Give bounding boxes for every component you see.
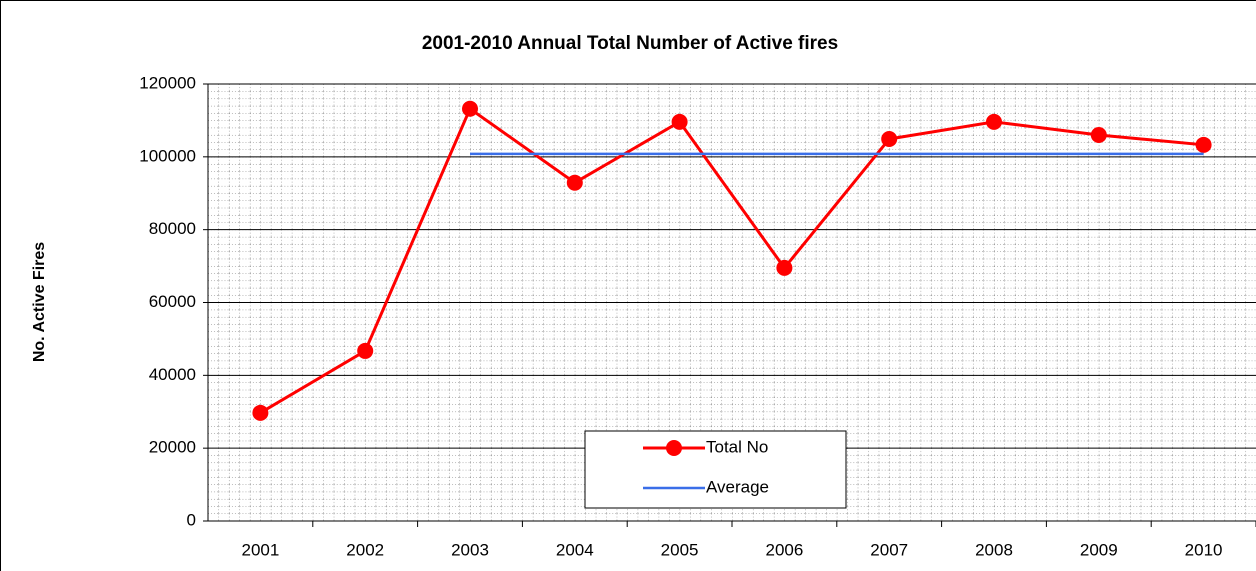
marker [357, 342, 374, 359]
x-tick-label: 2008 [975, 540, 1013, 559]
x-tick-label: 2005 [661, 540, 699, 559]
x-tick-label: 2004 [556, 540, 594, 559]
legend-label: Average [706, 477, 769, 496]
x-tick-label: 2001 [241, 540, 279, 559]
legend-marker [666, 440, 682, 456]
legend-label: Total No [706, 437, 768, 456]
y-axis-label: No. Active Fires [31, 242, 48, 362]
y-tick-label: 60000 [149, 292, 196, 311]
marker [1195, 136, 1212, 153]
y-tick-label: 80000 [149, 219, 196, 238]
y-tick-label: 40000 [149, 365, 196, 384]
y-tick-label: 20000 [149, 438, 196, 457]
x-tick-label: 2002 [346, 540, 384, 559]
marker [566, 174, 583, 191]
x-tick-label: 2010 [1185, 540, 1223, 559]
y-tick-label: 120000 [139, 73, 196, 92]
legend-box [584, 430, 847, 509]
x-tick-label: 2006 [765, 540, 803, 559]
marker [881, 130, 898, 147]
x-tick-label: 2003 [451, 540, 489, 559]
marker [671, 113, 688, 130]
marker [252, 404, 269, 421]
series-line [259, 106, 1204, 415]
marker [462, 100, 478, 117]
y-tick-label: 0 [187, 510, 196, 529]
marker [1090, 126, 1107, 143]
x-tick-label: 2009 [1080, 540, 1118, 559]
x-tick-label: 2007 [870, 540, 908, 559]
marker [776, 259, 793, 276]
marker [986, 113, 1002, 130]
chart-title: 2001-2010 Annual Total Number of Active … [422, 33, 838, 54]
y-tick-label: 100000 [139, 146, 196, 165]
